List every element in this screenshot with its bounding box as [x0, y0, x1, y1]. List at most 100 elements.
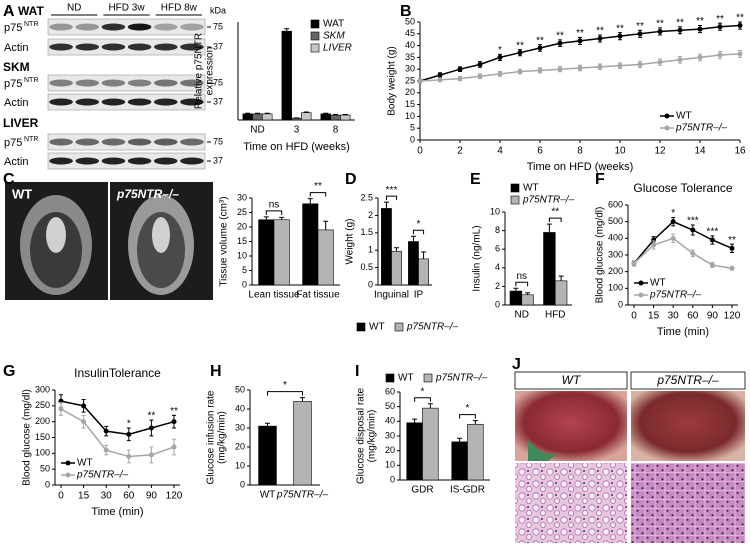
error-bar	[307, 198, 313, 204]
legend-label: WT	[369, 322, 385, 333]
annotation: *	[283, 380, 287, 391]
error-bar	[410, 235, 416, 242]
data-point	[457, 76, 463, 82]
blot-band	[75, 23, 100, 31]
error-bar	[333, 113, 338, 116]
series-line	[633, 237, 733, 270]
legend-label: SKM	[323, 31, 345, 42]
panel-letter: E	[470, 171, 481, 188]
x-tick-label: IP	[414, 290, 424, 301]
legend-label: p75NTR–/–	[406, 322, 459, 333]
marker-label: 75	[213, 77, 223, 87]
annotation: ***	[707, 226, 719, 237]
bar	[330, 114, 341, 121]
error-bar	[427, 403, 433, 409]
row-label: Actin	[4, 97, 28, 109]
data-point	[737, 51, 743, 57]
error-bar	[421, 251, 427, 259]
y-axis-label: Weight (g)	[345, 219, 356, 265]
y-axis-label: Glucose disposal rate	[356, 387, 367, 484]
y-tick-label: 0.5	[360, 262, 373, 272]
y-tick-label: 40	[405, 40, 415, 50]
annotation: ns	[516, 271, 527, 282]
y-tick-label: 50	[235, 384, 245, 394]
x-tick-label: 120	[724, 311, 741, 322]
y-tick-label: 0	[242, 279, 247, 289]
blot-strip	[47, 38, 206, 56]
y-tick-label: 0	[618, 299, 623, 309]
image-header	[514, 371, 628, 390]
data-point	[697, 26, 703, 32]
data-point	[709, 237, 715, 243]
legend-label: WT	[650, 278, 666, 289]
annotation: **	[656, 19, 664, 30]
bar	[320, 113, 331, 121]
marker-label: 75	[213, 21, 223, 31]
blot-strip	[47, 18, 206, 36]
x-axis-label: Time (min)	[657, 326, 709, 338]
y-tick-label: 10	[405, 111, 415, 121]
row-label-sup: NTR	[24, 136, 38, 143]
y-tick-label: 200	[608, 266, 623, 276]
row-label-sup: NTR	[24, 21, 38, 28]
blot-band	[153, 43, 178, 51]
y-tick-label: 30	[385, 430, 395, 440]
y-tick-label: 250	[35, 400, 50, 410]
data-point	[517, 50, 523, 56]
annotation: ***	[386, 185, 398, 196]
x-tick-label: 30	[668, 311, 680, 322]
y-axis-label: expression	[205, 47, 216, 95]
marker-label: 75	[213, 136, 223, 146]
error-bar	[457, 437, 463, 442]
bar	[258, 219, 275, 286]
y-tick-label: 10	[490, 206, 500, 216]
y-tick-label: 40	[235, 403, 245, 413]
annotation: *	[671, 208, 675, 219]
bar	[340, 114, 351, 121]
chart-title: InsulinTolerance	[74, 366, 161, 380]
blot-band	[127, 98, 152, 106]
data-point	[577, 65, 583, 71]
blot-band	[153, 98, 178, 106]
lane-group-label: HFD 3w	[108, 3, 145, 14]
data-point	[631, 260, 637, 266]
error-bar	[472, 420, 478, 425]
y-tick-label: 2	[495, 281, 500, 291]
panel-letter: D	[345, 171, 357, 188]
y-tick-label: 30	[235, 422, 245, 432]
annotation: **	[556, 31, 564, 42]
y-tick-label: 2.5	[360, 192, 373, 202]
bar	[422, 407, 439, 481]
blot-band	[153, 157, 178, 165]
bar	[381, 208, 392, 286]
y-tick-label: 45	[405, 28, 415, 38]
y-tick-label: 20	[405, 87, 415, 97]
legend-swatch	[356, 322, 366, 332]
x-tick-label: 4	[497, 146, 503, 157]
x-tick-label: WT	[260, 490, 276, 501]
histology	[515, 463, 627, 543]
data-point	[126, 454, 132, 459]
blot-band	[49, 79, 73, 87]
x-tick-label: 2	[457, 146, 463, 157]
y-tick-label: 60	[385, 386, 395, 396]
annotation: *	[417, 219, 421, 230]
y-tick-label: 50	[385, 401, 395, 411]
annotation: *	[466, 403, 470, 414]
y-tick-label: 30	[237, 192, 247, 202]
blot-band	[153, 138, 178, 146]
data-point	[637, 31, 643, 37]
data-point	[103, 428, 109, 434]
mri-spine	[152, 217, 170, 253]
data-point	[717, 52, 723, 58]
y-tick-label: 30	[405, 64, 415, 74]
legend-label: WT	[398, 373, 414, 384]
data-point	[477, 61, 483, 67]
bar	[521, 294, 534, 306]
blot-band	[101, 43, 126, 51]
blot-band	[180, 43, 204, 51]
bar	[418, 258, 429, 286]
y-tick-label: 0	[240, 479, 245, 489]
x-tick-label: Inguinal	[374, 290, 409, 301]
bar	[258, 425, 277, 486]
